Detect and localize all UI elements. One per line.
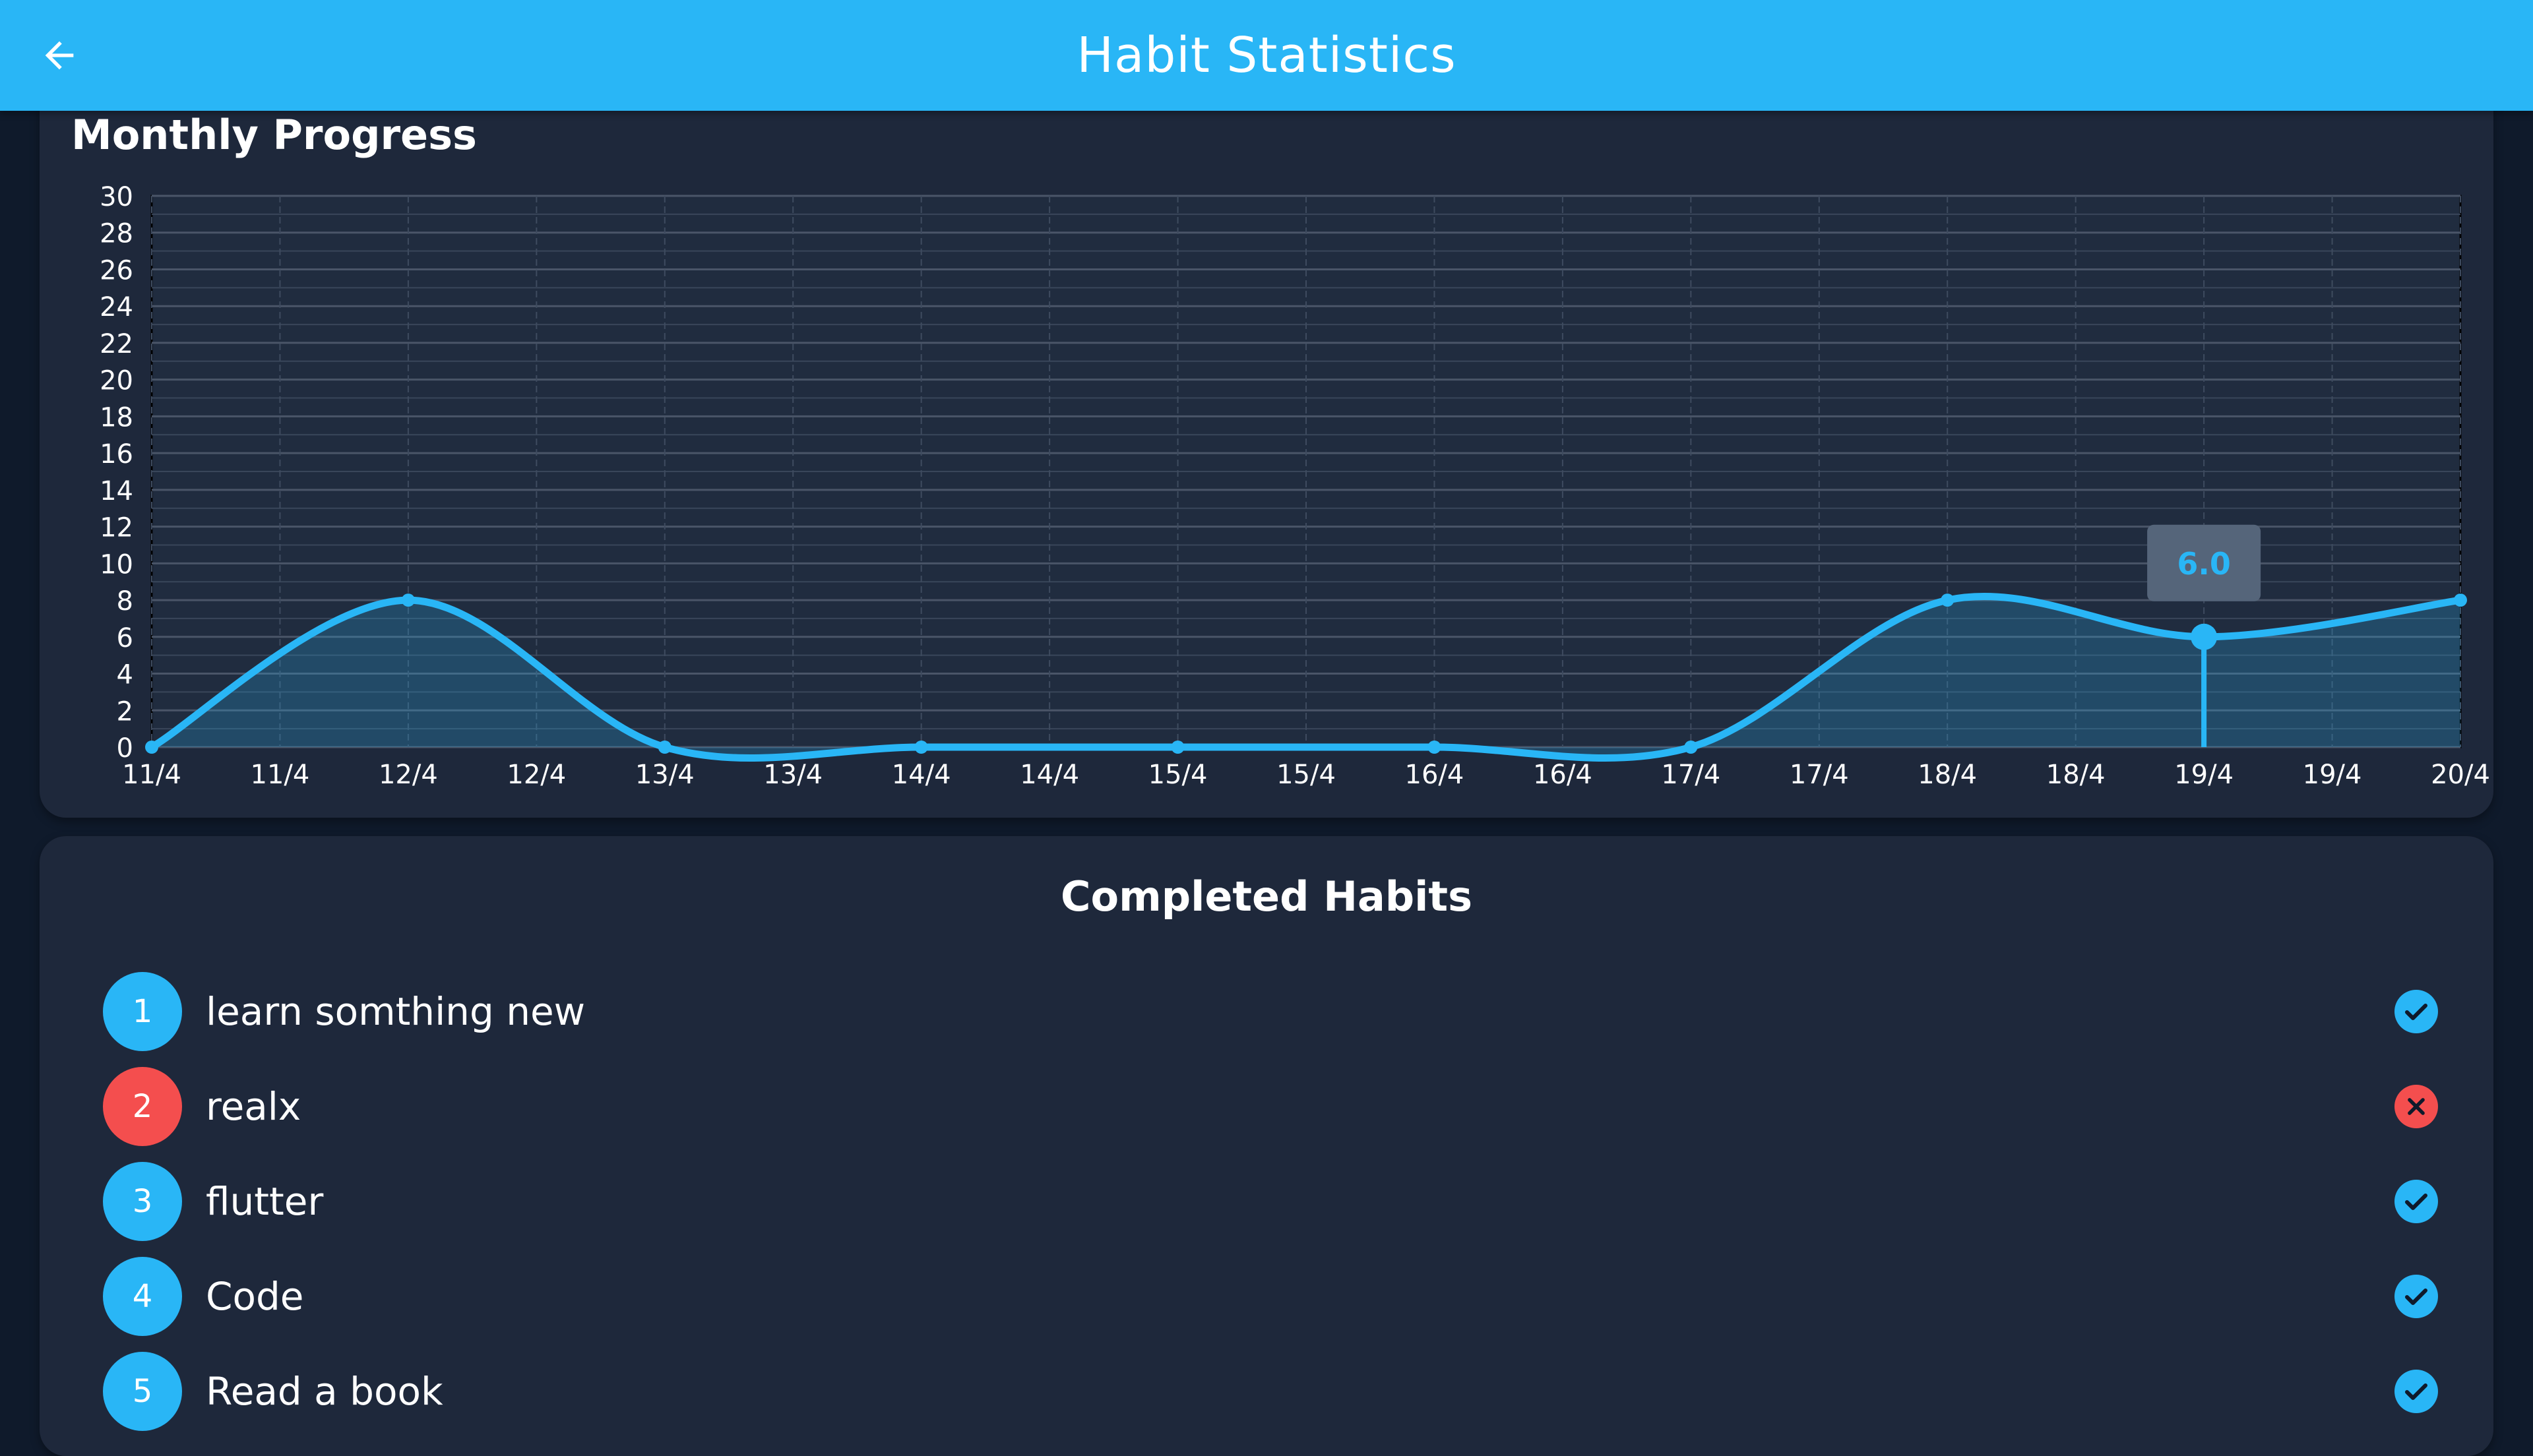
x-tick-label: 12/4 <box>379 760 438 790</box>
back-button[interactable] <box>26 22 92 88</box>
series-area <box>152 596 2460 758</box>
data-point <box>1941 593 1954 607</box>
x-tick-label: 12/4 <box>507 760 566 790</box>
data-point <box>914 741 928 754</box>
habit-name: realx <box>206 1084 301 1129</box>
y-tick-label: 22 <box>100 329 133 359</box>
x-tick-label: 11/4 <box>122 760 181 790</box>
data-point <box>2454 593 2467 607</box>
habit-number-badge: 5 <box>103 1352 182 1431</box>
habit-row[interactable]: 2 realx <box>103 1064 2464 1149</box>
habit-name: Code <box>206 1274 304 1319</box>
data-point <box>1684 741 1698 754</box>
x-tick-label: 14/4 <box>1020 760 1079 790</box>
habit-name: Read a book <box>206 1369 443 1414</box>
arrow-left-icon <box>45 41 74 70</box>
habit-number-badge: 3 <box>103 1162 182 1241</box>
x-tick-label: 18/4 <box>1918 760 1977 790</box>
check-icon <box>2394 1370 2438 1413</box>
completed-habits-title: Completed Habits <box>1061 872 1472 921</box>
x-tick-label: 14/4 <box>892 760 951 790</box>
app-bar: Habit Statistics <box>0 0 2533 111</box>
y-tick-label: 30 <box>100 182 133 212</box>
habit-row[interactable]: 5 Read a book <box>103 1349 2464 1434</box>
x-tick-label: 13/4 <box>763 760 823 790</box>
x-tick-label: 16/4 <box>1405 760 1464 790</box>
tooltip-value: 6.0 <box>2177 546 2231 582</box>
y-tick-label: 24 <box>100 292 133 322</box>
tooltip-box <box>2147 524 2261 601</box>
highlighted-point <box>2191 623 2218 650</box>
y-tick-label: 6 <box>117 623 133 653</box>
y-tick-label: 4 <box>117 660 133 690</box>
habit-number-badge: 2 <box>103 1067 182 1146</box>
data-point <box>145 741 158 754</box>
x-tick-label: 11/4 <box>251 760 310 790</box>
x-tick-label: 20/4 <box>2431 760 2490 790</box>
monthly-progress-card: Monthly Progress 0 2 4 6 8 10 12 14 16 18 20 22 24 26… <box>40 79 2493 818</box>
habit-row[interactable]: 3 flutter <box>103 1159 2464 1244</box>
data-point <box>1171 741 1185 754</box>
y-tick-label: 28 <box>100 219 133 249</box>
y-tick-label: 10 <box>100 549 133 580</box>
y-tick-label: 16 <box>100 439 133 470</box>
y-tick-label: 12 <box>100 513 133 543</box>
chart-title: Monthly Progress <box>71 111 477 159</box>
x-tick-label: 15/4 <box>1276 760 1336 790</box>
y-tick-label: 20 <box>100 366 133 396</box>
x-tick-label: 17/4 <box>1661 760 1720 790</box>
habit-row[interactable]: 4 Code <box>103 1254 2464 1339</box>
habit-name: flutter <box>206 1179 324 1224</box>
y-tick-label: 2 <box>117 696 133 727</box>
x-tick-label: 13/4 <box>635 760 695 790</box>
completed-habits-card: Completed Habits 1 learn somthing new 2 … <box>40 836 2493 1456</box>
x-tick-label: 19/4 <box>2303 760 2362 790</box>
x-tick-label: 17/4 <box>1790 760 1849 790</box>
close-icon <box>2394 1085 2438 1128</box>
data-point <box>401 593 415 607</box>
habit-number-badge: 1 <box>103 972 182 1051</box>
y-tick-label: 26 <box>100 255 133 286</box>
y-tick-label: 8 <box>117 586 133 617</box>
habit-row[interactable]: 1 learn somthing new <box>103 969 2464 1054</box>
data-point <box>658 741 672 754</box>
page-title: Habit Statistics <box>1077 27 1456 84</box>
check-icon <box>2394 990 2438 1033</box>
y-tick-label: 14 <box>100 476 133 506</box>
check-icon <box>2394 1275 2438 1318</box>
y-tick-label: 0 <box>117 733 133 764</box>
x-tick-label: 16/4 <box>1533 760 1592 790</box>
habit-number-badge: 4 <box>103 1257 182 1336</box>
x-tick-label: 18/4 <box>2046 760 2106 790</box>
data-point <box>1427 741 1441 754</box>
x-tick-label: 15/4 <box>1148 760 1208 790</box>
series-line <box>148 592 2464 762</box>
check-icon <box>2394 1180 2438 1223</box>
y-tick-label: 18 <box>100 402 133 433</box>
habit-name: learn somthing new <box>206 989 586 1034</box>
x-tick-label: 19/4 <box>2174 760 2234 790</box>
